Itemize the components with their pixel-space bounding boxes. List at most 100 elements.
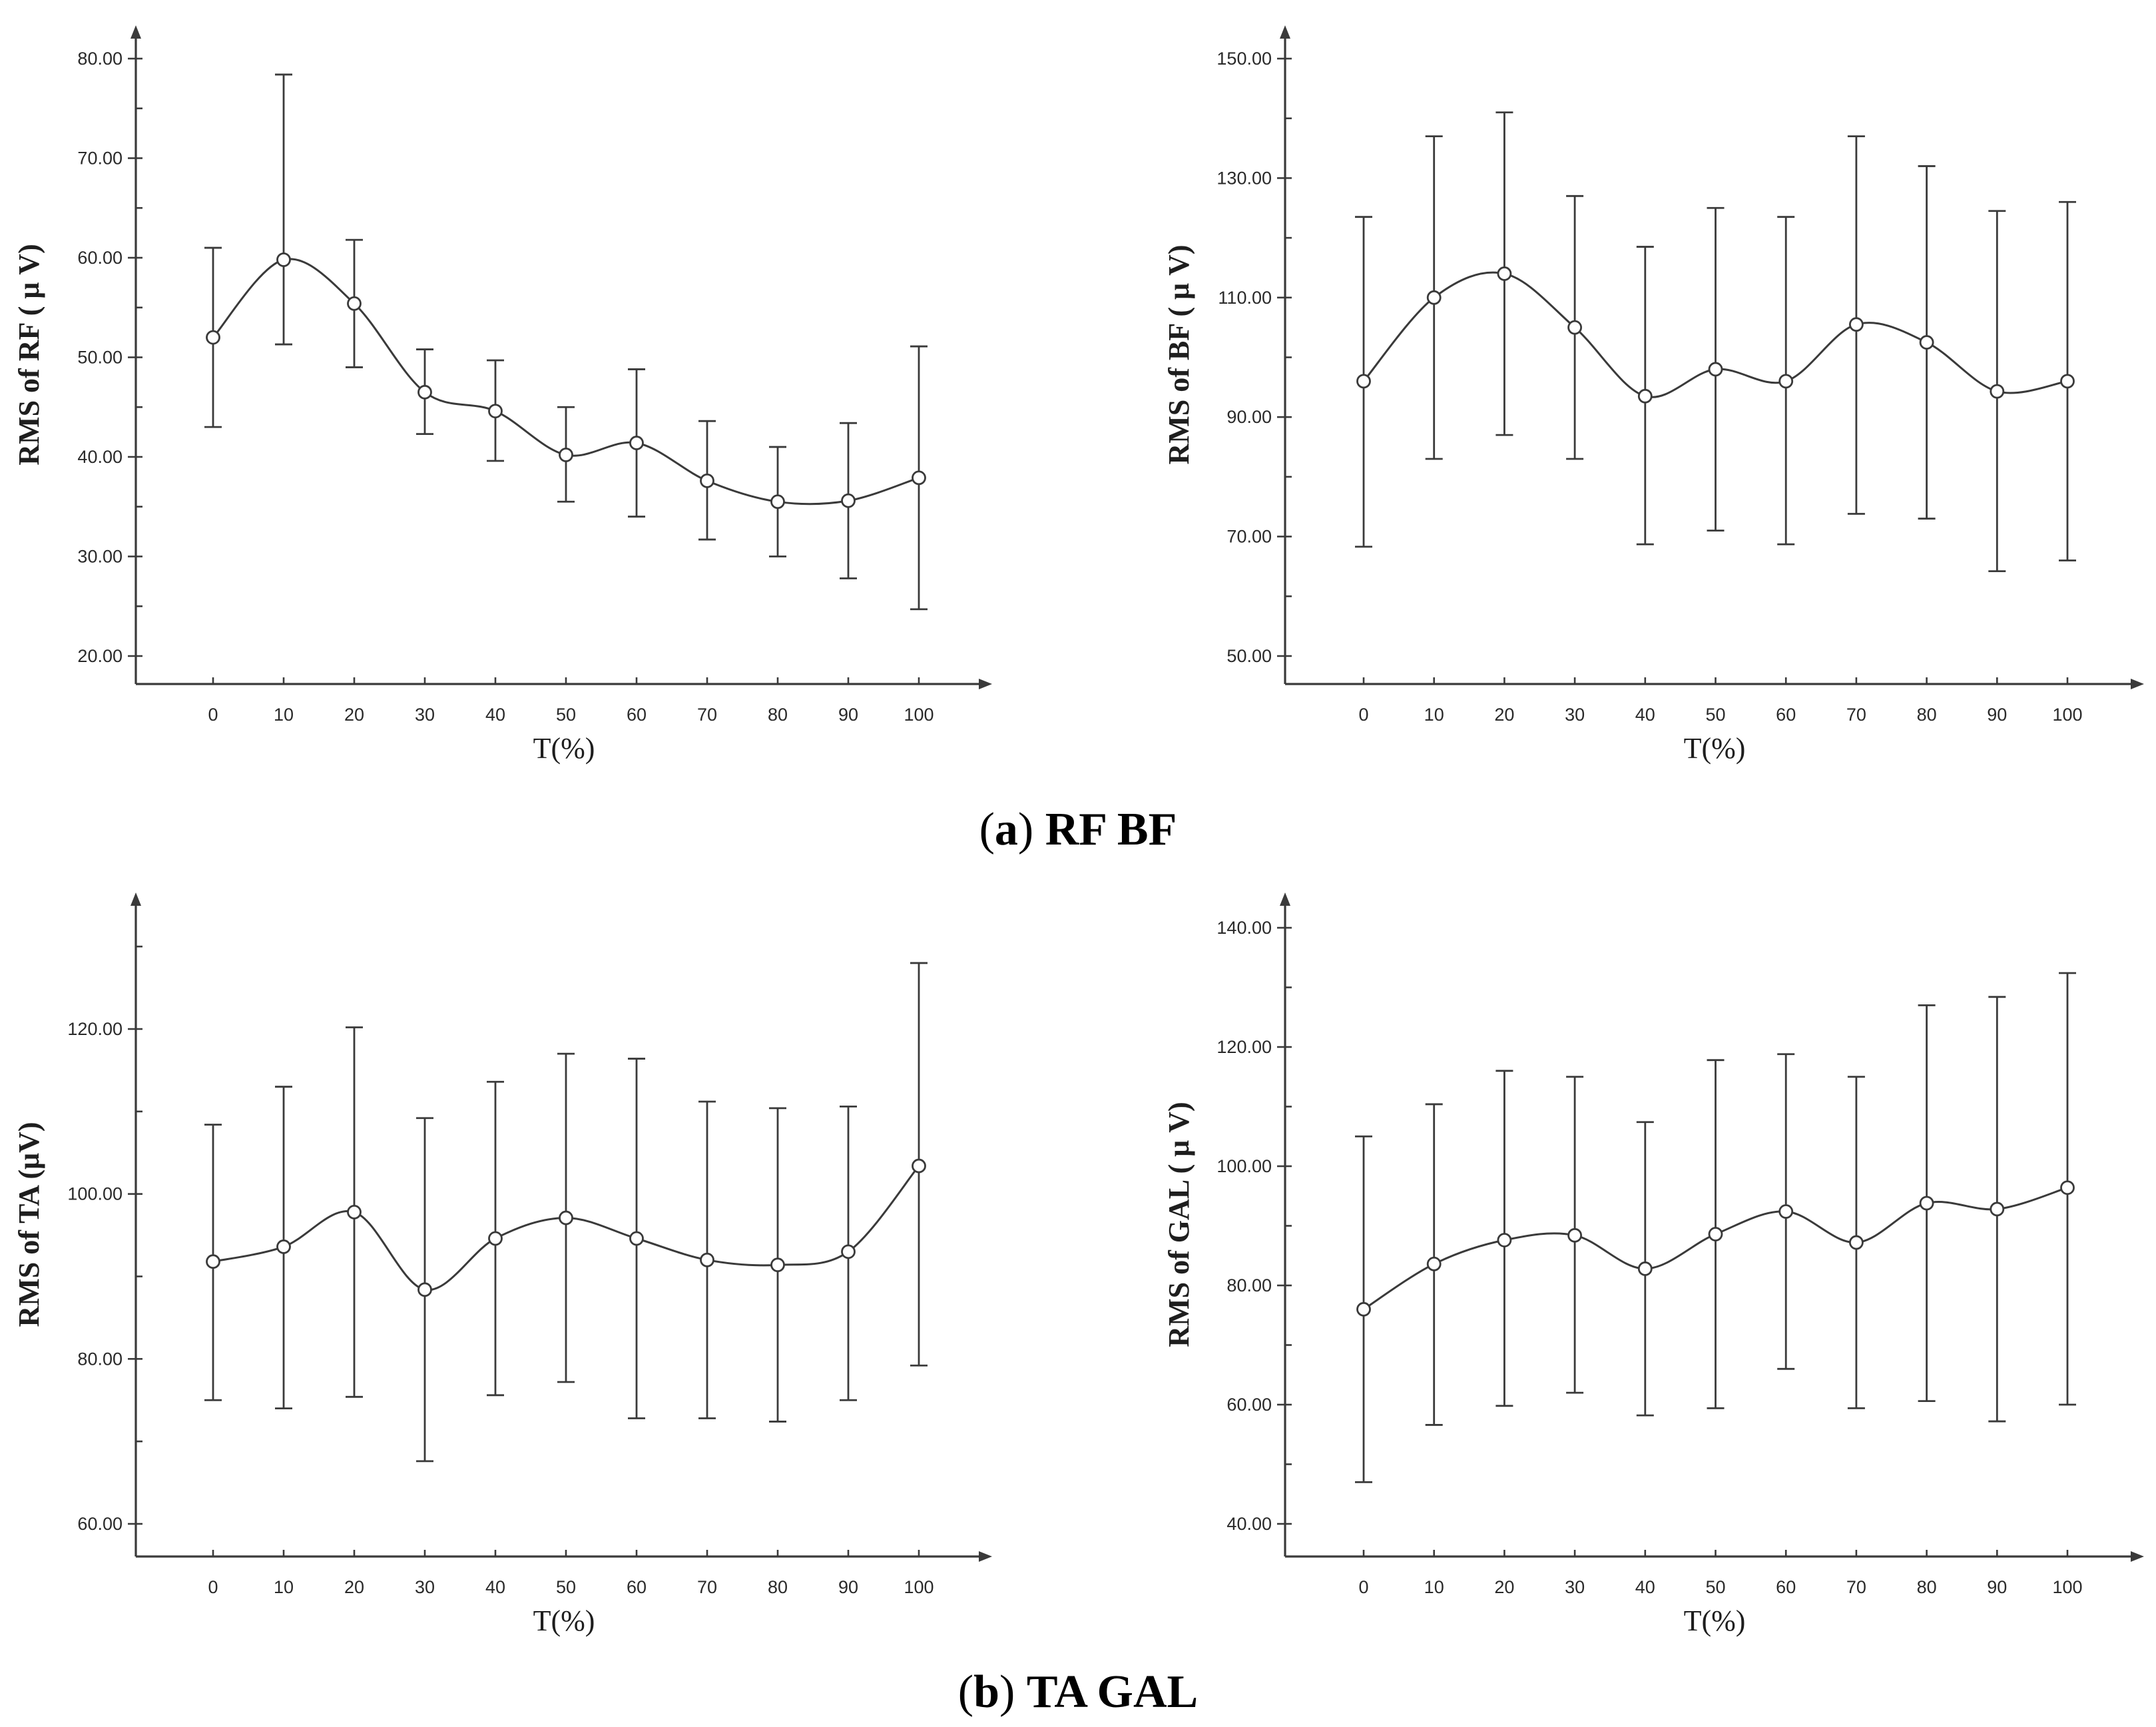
data-point xyxy=(1990,1202,2005,1217)
y-tick-label: 60.00 xyxy=(77,248,123,268)
x-tick-label: 60 xyxy=(1776,1577,1796,1597)
x-tick-label: 100 xyxy=(2052,1577,2082,1597)
y-tick-label: 70.00 xyxy=(77,149,123,169)
x-tick-label: 70 xyxy=(1846,1577,1866,1597)
x-axis-title: T(%) xyxy=(1684,732,1746,765)
data-point xyxy=(1708,362,1723,377)
x-tick-label: 20 xyxy=(1494,1577,1514,1597)
data-point xyxy=(1426,290,1442,305)
x-axis-title: T(%) xyxy=(533,1604,595,1637)
x-tick-label: 30 xyxy=(415,705,435,725)
x-tick-label: 0 xyxy=(208,705,218,725)
x-tick-label: 50 xyxy=(1705,705,1725,725)
data-point xyxy=(2060,374,2075,389)
x-tick-label: 90 xyxy=(838,705,858,725)
caption-a: (a) RF BF xyxy=(979,804,1177,855)
data-point xyxy=(276,1239,291,1254)
mean-curve xyxy=(212,258,920,506)
x-axis-arrow xyxy=(979,679,992,689)
x-tick-label: 50 xyxy=(556,705,576,725)
data-point xyxy=(700,1252,714,1267)
data-point xyxy=(1848,317,1864,332)
x-tick-label: 0 xyxy=(1358,1577,1368,1597)
y-tick-label: 60.00 xyxy=(77,1514,123,1534)
y-tick-label: 140.00 xyxy=(1216,918,1272,938)
x-tick-label: 90 xyxy=(1987,1577,2007,1597)
data-point xyxy=(417,384,432,400)
x-tick-label: 80 xyxy=(1917,705,1937,725)
x-tick-label: 20 xyxy=(344,1577,364,1597)
chart-gal: 40.00 60.00 80.00 100.00 120.00 140.00 0 10 20 30… xyxy=(1163,892,2144,1637)
x-tick-label: 80 xyxy=(768,1577,788,1597)
x-tick-label: 40 xyxy=(1635,705,1655,725)
x-axis-arrow xyxy=(2131,679,2144,689)
data-point xyxy=(1497,266,1512,281)
y-axis-title: RMS of BF ( μ V) xyxy=(1163,244,1195,464)
data-point xyxy=(1778,1204,1794,1219)
y-tick-label: 80.00 xyxy=(77,49,123,69)
data-point xyxy=(841,493,856,508)
data-point xyxy=(1567,1227,1583,1243)
data-point xyxy=(629,1231,644,1246)
data-point xyxy=(770,494,785,510)
y-tick-label: 30.00 xyxy=(77,547,123,567)
caption-b-text: TA GAL xyxy=(1027,1666,1198,1718)
x-tick-label: 90 xyxy=(838,1577,858,1597)
y-axis-arrow xyxy=(131,892,141,906)
y-tick-label: 70.00 xyxy=(1226,527,1272,547)
data-point xyxy=(629,436,644,450)
data-point xyxy=(1637,1261,1653,1276)
x-tick-label: 40 xyxy=(1635,1577,1655,1597)
x-tick-label: 20 xyxy=(1494,705,1514,725)
y-tick-label: 80.00 xyxy=(77,1349,123,1369)
data-point xyxy=(912,1158,926,1174)
y-tick-label: 100.00 xyxy=(67,1184,123,1204)
caption-b-letter: b xyxy=(973,1666,999,1718)
y-axis-title: RMS of GAL ( μ V) xyxy=(1163,1102,1195,1347)
y-axis-title: RMS of RF ( μ V) xyxy=(13,244,45,465)
x-tick-label: 40 xyxy=(485,705,505,725)
y-tick-label: 120.00 xyxy=(1216,1037,1272,1057)
data-point xyxy=(347,296,362,311)
data-point xyxy=(1426,1256,1442,1271)
x-tick-label: 80 xyxy=(768,705,788,725)
x-tick-label: 60 xyxy=(627,705,647,725)
data-point xyxy=(2060,1180,2075,1196)
data-point xyxy=(347,1205,362,1219)
data-point xyxy=(841,1244,856,1259)
data-point xyxy=(1356,374,1371,389)
chart-rf: 20.00 30.00 40.00 50.00 60.00 70.00 80.00 0 10 20… xyxy=(13,25,992,765)
data-point xyxy=(1567,320,1583,335)
y-tick-label: 80.00 xyxy=(1226,1275,1272,1295)
x-tick-label: 90 xyxy=(1987,705,2007,725)
y-tick-label: 60.00 xyxy=(1226,1395,1272,1415)
x-tick-label: 70 xyxy=(1846,705,1866,725)
x-tick-label: 30 xyxy=(1565,705,1585,725)
data-point xyxy=(770,1257,785,1273)
x-tick-label: 30 xyxy=(415,1577,435,1597)
data-point xyxy=(1919,335,1934,350)
y-tick-label: 100.00 xyxy=(1216,1156,1272,1176)
y-tick-label: 120.00 xyxy=(67,1019,123,1039)
x-tick-label: 20 xyxy=(344,705,364,725)
y-tick-label: 40.00 xyxy=(1226,1514,1272,1534)
x-axis-arrow xyxy=(979,1551,992,1562)
y-tick-label: 40.00 xyxy=(77,447,123,467)
x-tick-label: 10 xyxy=(274,1577,294,1597)
x-tick-label: 80 xyxy=(1917,1577,1937,1597)
data-point xyxy=(1919,1196,1934,1211)
y-tick-label: 50.00 xyxy=(1226,646,1272,666)
data-point xyxy=(488,404,503,419)
chart-bf: 50.00 70.00 90.00 110.00 130.00 150.00 0 10 20 30… xyxy=(1163,25,2144,765)
y-axis-arrow xyxy=(1280,25,1290,39)
x-tick-label: 70 xyxy=(697,1577,717,1597)
x-tick-label: 100 xyxy=(904,1577,934,1597)
x-tick-label: 0 xyxy=(208,1577,218,1597)
x-tick-label: 70 xyxy=(697,705,717,725)
y-tick-label: 20.00 xyxy=(77,646,123,666)
y-tick-label: 110.00 xyxy=(1218,288,1272,308)
y-axis-title: RMS of TA (μV) xyxy=(13,1122,45,1327)
data-point xyxy=(276,252,291,267)
data-point xyxy=(559,448,573,462)
